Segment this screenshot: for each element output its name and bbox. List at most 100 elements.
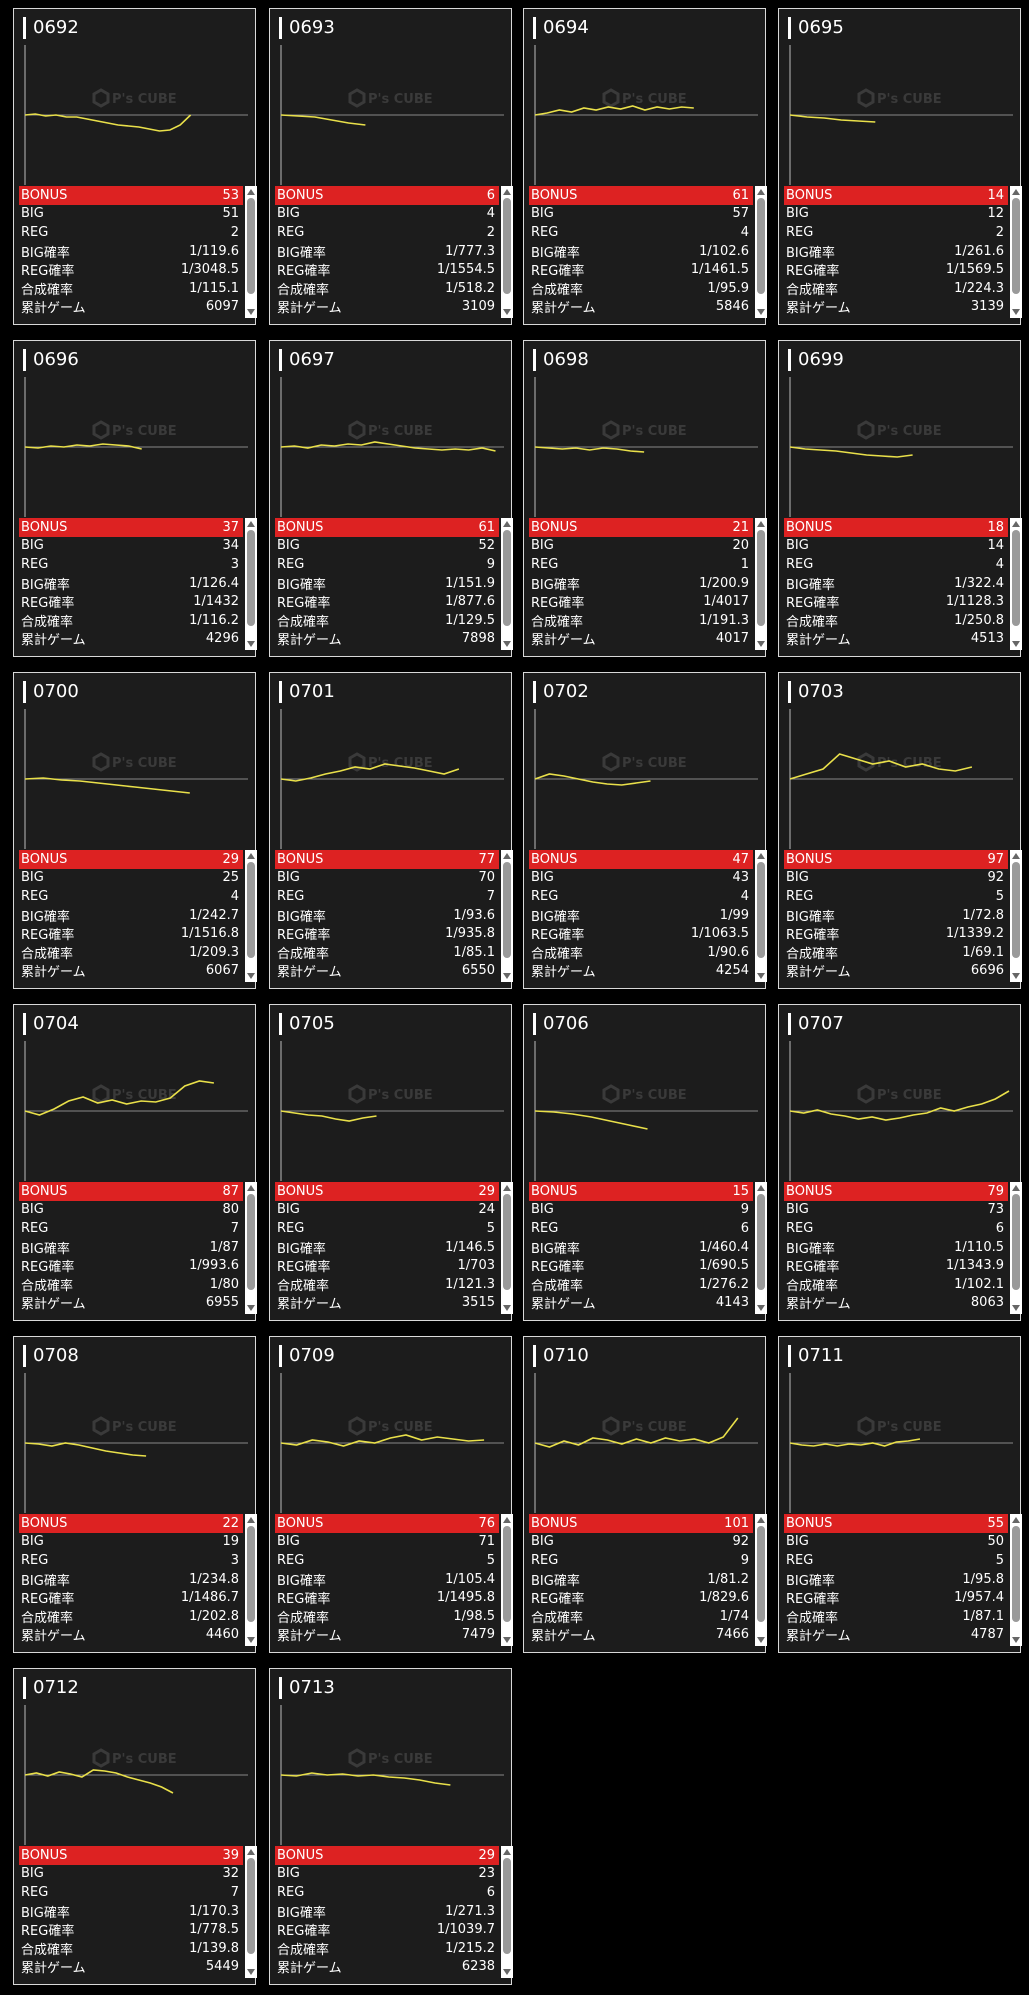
- scroll-up-icon[interactable]: [757, 189, 765, 195]
- stats-scrollbar[interactable]: [1010, 186, 1022, 318]
- scroll-down-icon[interactable]: [247, 309, 255, 315]
- scroll-up-icon[interactable]: [247, 521, 255, 527]
- scroll-up-icon[interactable]: [1012, 1185, 1020, 1191]
- scroll-thumb[interactable]: [503, 1858, 511, 1954]
- stats-scrollbar[interactable]: [1010, 518, 1022, 650]
- scroll-down-icon[interactable]: [1012, 1637, 1020, 1643]
- scroll-down-icon[interactable]: [757, 309, 765, 315]
- scroll-thumb[interactable]: [503, 198, 511, 294]
- scroll-down-icon[interactable]: [1012, 973, 1020, 979]
- stats-scrollbar[interactable]: [755, 1182, 767, 1314]
- machine-card-0693[interactable]: 0693 P's CUBE BONUS 6 BIG 4 REG 2 BIG確率 1/777.3 RE…: [269, 8, 513, 325]
- scroll-up-icon[interactable]: [503, 1517, 511, 1523]
- scroll-down-icon[interactable]: [757, 641, 765, 647]
- scroll-up-icon[interactable]: [757, 521, 765, 527]
- machine-card-0704[interactable]: 0704 P's CUBE BONUS 87 BIG 80 REG 7 BIG確率 1/87 REG…: [13, 1004, 257, 1321]
- stats-scrollbar[interactable]: [501, 186, 513, 318]
- machine-card-0710[interactable]: 0710 P's CUBE BONUS 101 BIG 92 REG 9 BIG確率 1/81.2…: [523, 1336, 767, 1653]
- stats-scrollbar[interactable]: [1010, 1182, 1022, 1314]
- machine-card-0712[interactable]: 0712 P's CUBE BONUS 39 BIG 32 REG 7 BIG確率 1/170.3…: [13, 1668, 257, 1985]
- scroll-down-icon[interactable]: [247, 1637, 255, 1643]
- machine-card-0711[interactable]: 0711 P's CUBE BONUS 55 BIG 50 REG 5 BIG確率 1/95.8 R…: [778, 1336, 1022, 1653]
- machine-card-0707[interactable]: 0707 P's CUBE BONUS 79 BIG 73 REG 6 BIG確率 1/110.5…: [778, 1004, 1022, 1321]
- scroll-down-icon[interactable]: [1012, 1305, 1020, 1311]
- scroll-up-icon[interactable]: [757, 1517, 765, 1523]
- scroll-up-icon[interactable]: [757, 1185, 765, 1191]
- machine-card-0702[interactable]: 0702 P's CUBE BONUS 47 BIG 43 REG 4 BIG確率 1/99 REG…: [523, 672, 767, 989]
- stats-scrollbar[interactable]: [501, 1846, 513, 1978]
- machine-card-0692[interactable]: 0692 P's CUBE BONUS 53 BIG 51 REG 2 BIG確率 1/119.6…: [13, 8, 257, 325]
- machine-card-0698[interactable]: 0698 P's CUBE BONUS 21 BIG 20 REG 1 BIG確率 1/200.9…: [523, 340, 767, 657]
- scroll-thumb[interactable]: [503, 530, 511, 626]
- scroll-up-icon[interactable]: [247, 1185, 255, 1191]
- scroll-thumb[interactable]: [247, 862, 255, 958]
- scroll-up-icon[interactable]: [1012, 521, 1020, 527]
- machine-card-0700[interactable]: 0700 P's CUBE BONUS 29 BIG 25 REG 4 BIG確率 1/242.7…: [13, 672, 257, 989]
- scroll-up-icon[interactable]: [503, 1185, 511, 1191]
- scroll-thumb[interactable]: [503, 1526, 511, 1622]
- stats-scrollbar[interactable]: [245, 1514, 257, 1646]
- scroll-down-icon[interactable]: [1012, 309, 1020, 315]
- scroll-up-icon[interactable]: [247, 1849, 255, 1855]
- machine-card-0706[interactable]: 0706 P's CUBE BONUS 15 BIG 9 REG 6 BIG確率 1/460.4 R…: [523, 1004, 767, 1321]
- machine-card-0697[interactable]: 0697 P's CUBE BONUS 61 BIG 52 REG 9 BIG確率 1/151.9…: [269, 340, 513, 657]
- stats-scrollbar[interactable]: [755, 850, 767, 982]
- scroll-thumb[interactable]: [247, 1858, 255, 1954]
- machine-card-0695[interactable]: 0695 P's CUBE BONUS 14 BIG 12 REG 2 BIG確率 1/261.6…: [778, 8, 1022, 325]
- scroll-thumb[interactable]: [757, 1194, 765, 1290]
- machine-card-0696[interactable]: 0696 P's CUBE BONUS 37 BIG 34 REG 3 BIG確率 1/126.4…: [13, 340, 257, 657]
- stats-scrollbar[interactable]: [245, 850, 257, 982]
- scroll-thumb[interactable]: [757, 198, 765, 294]
- scroll-down-icon[interactable]: [503, 1969, 511, 1975]
- scroll-down-icon[interactable]: [247, 1969, 255, 1975]
- stats-scrollbar[interactable]: [245, 186, 257, 318]
- scroll-down-icon[interactable]: [503, 309, 511, 315]
- machine-card-0699[interactable]: 0699 P's CUBE BONUS 18 BIG 14 REG 4 BIG確率 1/322.4…: [778, 340, 1022, 657]
- stats-scrollbar[interactable]: [755, 1514, 767, 1646]
- scroll-up-icon[interactable]: [757, 853, 765, 859]
- scroll-up-icon[interactable]: [503, 853, 511, 859]
- scroll-thumb[interactable]: [757, 862, 765, 958]
- stats-scrollbar[interactable]: [501, 1514, 513, 1646]
- machine-card-0708[interactable]: 0708 P's CUBE BONUS 22 BIG 19 REG 3 BIG確率 1/234.8…: [13, 1336, 257, 1653]
- stats-scrollbar[interactable]: [755, 186, 767, 318]
- stats-scrollbar[interactable]: [755, 518, 767, 650]
- scroll-thumb[interactable]: [247, 1526, 255, 1622]
- stats-scrollbar[interactable]: [1010, 1514, 1022, 1646]
- scroll-thumb[interactable]: [247, 198, 255, 294]
- scroll-down-icon[interactable]: [503, 1637, 511, 1643]
- stats-scrollbar[interactable]: [245, 1846, 257, 1978]
- scroll-up-icon[interactable]: [247, 853, 255, 859]
- scroll-down-icon[interactable]: [757, 1637, 765, 1643]
- scroll-down-icon[interactable]: [503, 641, 511, 647]
- stats-scrollbar[interactable]: [245, 518, 257, 650]
- scroll-thumb[interactable]: [1012, 530, 1020, 626]
- scroll-up-icon[interactable]: [1012, 1517, 1020, 1523]
- scroll-thumb[interactable]: [1012, 1526, 1020, 1622]
- machine-card-0705[interactable]: 0705 P's CUBE BONUS 29 BIG 24 REG 5 BIG確率 1/146.5…: [269, 1004, 513, 1321]
- scroll-thumb[interactable]: [1012, 862, 1020, 958]
- scroll-thumb[interactable]: [503, 1194, 511, 1290]
- scroll-thumb[interactable]: [1012, 198, 1020, 294]
- machine-card-0709[interactable]: 0709 P's CUBE BONUS 76 BIG 71 REG 5 BIG確率 1/105.4…: [269, 1336, 513, 1653]
- scroll-down-icon[interactable]: [247, 641, 255, 647]
- scroll-down-icon[interactable]: [757, 973, 765, 979]
- scroll-up-icon[interactable]: [247, 1517, 255, 1523]
- machine-card-0703[interactable]: 0703 P's CUBE BONUS 97 BIG 92 REG 5 BIG確率 1/72.8 R…: [778, 672, 1022, 989]
- scroll-thumb[interactable]: [757, 530, 765, 626]
- scroll-up-icon[interactable]: [503, 189, 511, 195]
- scroll-up-icon[interactable]: [247, 189, 255, 195]
- scroll-up-icon[interactable]: [503, 521, 511, 527]
- scroll-down-icon[interactable]: [503, 1305, 511, 1311]
- scroll-thumb[interactable]: [503, 862, 511, 958]
- scroll-down-icon[interactable]: [1012, 641, 1020, 647]
- stats-scrollbar[interactable]: [245, 1182, 257, 1314]
- scroll-down-icon[interactable]: [247, 1305, 255, 1311]
- machine-card-0713[interactable]: 0713 P's CUBE BONUS 29 BIG 23 REG 6 BIG確率 1/271.3…: [269, 1668, 513, 1985]
- stats-scrollbar[interactable]: [1010, 850, 1022, 982]
- scroll-thumb[interactable]: [1012, 1194, 1020, 1290]
- scroll-thumb[interactable]: [247, 1194, 255, 1290]
- stats-scrollbar[interactable]: [501, 518, 513, 650]
- machine-card-0694[interactable]: 0694 P's CUBE BONUS 61 BIG 57 REG 4 BIG確率 1/102.6…: [523, 8, 767, 325]
- scroll-thumb[interactable]: [247, 530, 255, 626]
